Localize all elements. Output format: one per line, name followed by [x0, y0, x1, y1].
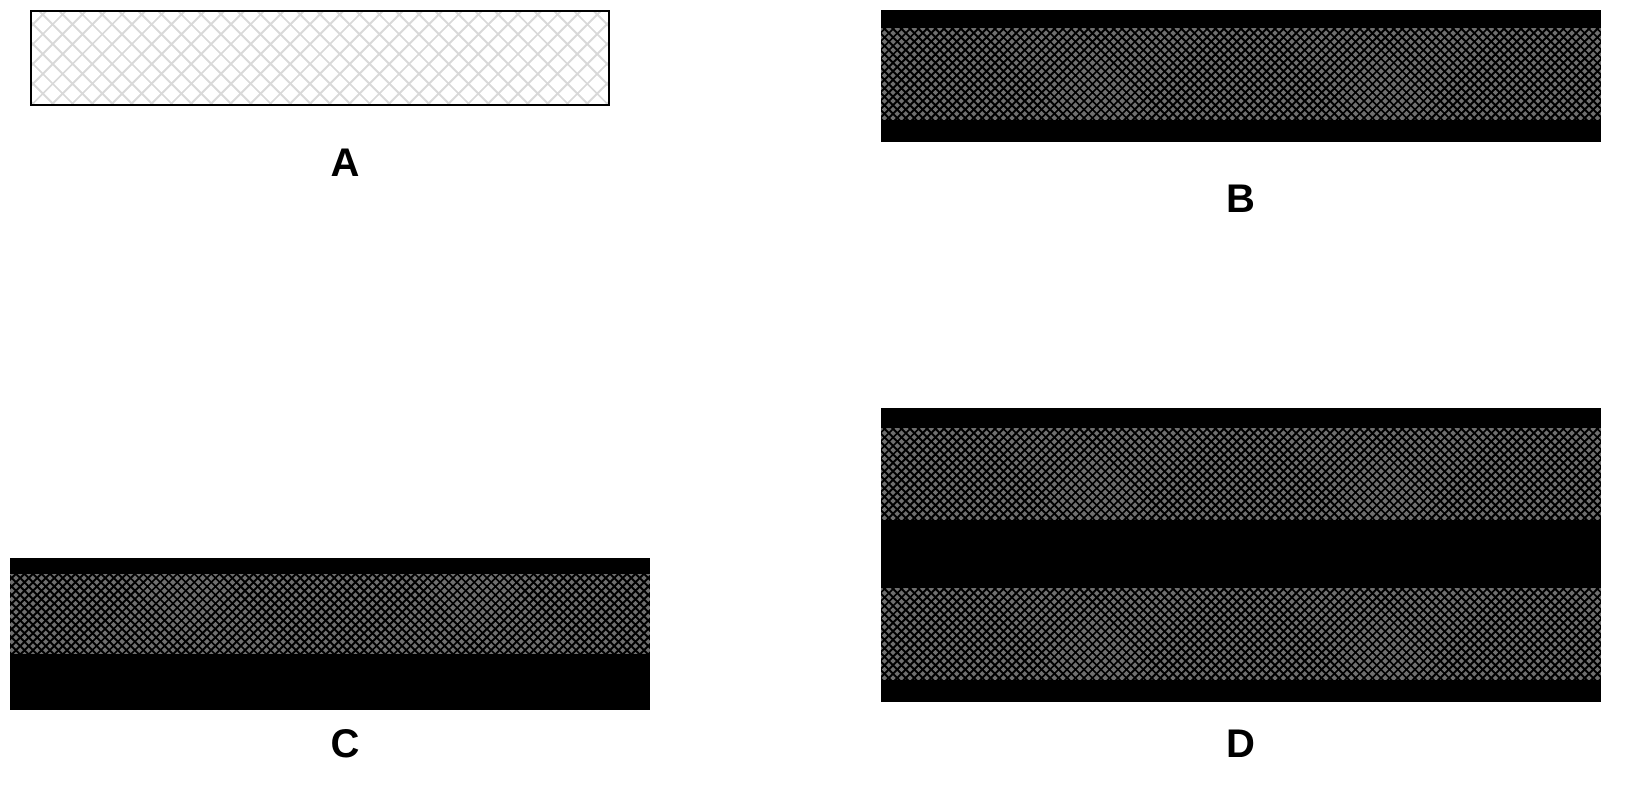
panel-c-label: C — [331, 722, 361, 767]
panel-d-layer-3 — [881, 520, 1601, 588]
figure-grid: A B C D — [0, 0, 1641, 797]
panel-b — [881, 10, 1601, 142]
panel-d-cell: D — [881, 408, 1601, 767]
panel-a — [30, 10, 610, 106]
panel-d-layer-4 — [881, 588, 1601, 680]
panel-a-label: A — [331, 141, 361, 186]
panel-a-layer-1 — [30, 10, 610, 106]
panel-b-cell: B — [881, 10, 1601, 368]
panel-a-cell: A — [10, 10, 681, 368]
panel-c-cell: C — [10, 408, 681, 767]
panel-b-layer-3 — [881, 120, 1601, 142]
panel-c-layer-3 — [10, 654, 650, 710]
panel-b-label: B — [1226, 177, 1256, 222]
panel-d-label: D — [1226, 722, 1256, 767]
panel-d-layer-2 — [881, 428, 1601, 520]
panel-c — [10, 558, 650, 710]
panel-c-layer-1 — [10, 558, 650, 574]
panel-d-layer-5 — [881, 680, 1601, 702]
panel-d-layer-1 — [881, 408, 1601, 428]
panel-b-layer-1 — [881, 10, 1601, 28]
panel-d — [881, 408, 1601, 702]
panel-b-layer-2 — [881, 28, 1601, 120]
panel-c-layer-2 — [10, 574, 650, 654]
